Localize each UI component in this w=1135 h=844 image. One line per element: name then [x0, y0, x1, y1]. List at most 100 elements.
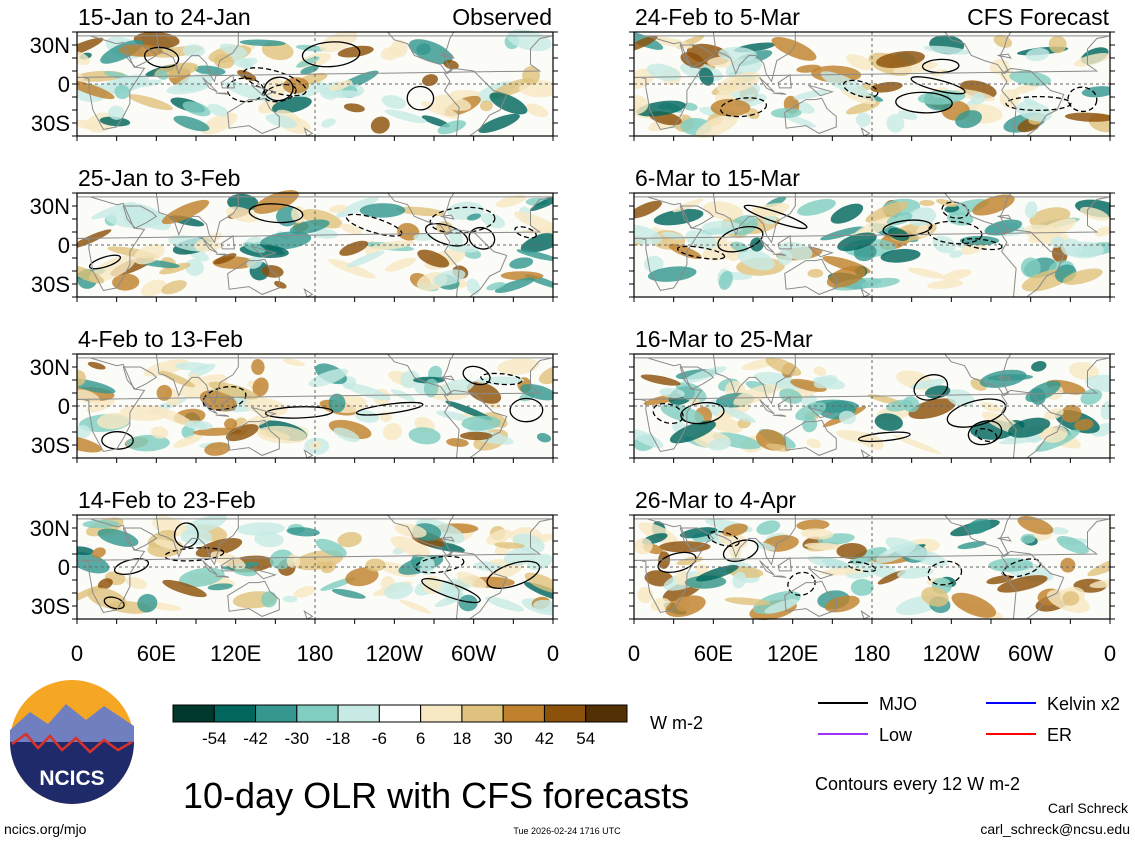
olr-anomaly-blob	[845, 101, 880, 115]
olr-anomaly-blob	[668, 243, 702, 260]
map-panel: 15-Jan to 24-Jan Observed	[72, 4, 558, 141]
mjo-contour	[1002, 558, 1042, 578]
olr-anomaly-blob	[384, 109, 427, 124]
olr-anomaly-blob	[770, 107, 802, 119]
olr-anomaly-blob	[634, 95, 649, 115]
coastline	[227, 97, 280, 134]
mjo-contour	[857, 431, 911, 443]
lon-tick-label: 120W	[366, 641, 424, 666]
olr-anomaly-blob	[967, 518, 992, 534]
olr-anomaly-blob	[291, 206, 306, 224]
olr-anomaly-blob	[254, 532, 284, 548]
olr-anomaly-blob	[213, 253, 237, 265]
panel-period-label: 14-Feb to 23-Feb	[78, 487, 256, 513]
mjo-contour	[967, 420, 1003, 446]
olr-anomaly-blob	[766, 443, 791, 452]
olr-anomaly-blob	[99, 116, 131, 127]
olr-anomaly-blob	[533, 599, 553, 612]
olr-anomaly-blob	[489, 92, 528, 115]
olr-anomaly-blob	[653, 208, 704, 226]
olr-anomaly-blob	[972, 194, 1015, 216]
olr-anomaly-blob	[77, 424, 91, 438]
coastline	[997, 375, 1012, 381]
olr-anomaly-blob	[1049, 527, 1069, 535]
olr-anomaly-blob	[536, 433, 552, 443]
colorbar-swatch	[255, 704, 298, 723]
olr-anomaly-blob	[1041, 425, 1068, 443]
olr-anomaly-blob	[1062, 591, 1080, 606]
olr-anomaly-blob	[755, 542, 776, 551]
olr-anomaly-blob	[865, 201, 909, 223]
coastline	[227, 258, 280, 295]
olr-anomaly-blob	[328, 258, 376, 279]
coastline	[77, 518, 553, 614]
olr-anomaly-blob	[286, 527, 320, 537]
olr-anomaly-blob	[910, 378, 946, 390]
coastline	[860, 609, 871, 620]
olr-anomaly-field	[77, 358, 553, 456]
olr-anomaly-blob	[724, 597, 771, 606]
olr-anomaly-blob	[92, 547, 106, 559]
olr-anomaly-blob	[487, 562, 523, 581]
olr-anomaly-blob	[923, 45, 971, 55]
olr-anomaly-blob	[525, 103, 549, 118]
coastline	[122, 44, 158, 68]
mjo-contour	[927, 220, 983, 245]
mjo-contour	[264, 406, 334, 419]
olr-anomaly-blob	[1048, 35, 1067, 54]
mjo-contour	[424, 223, 469, 247]
lon-tick-label: 120E	[210, 641, 261, 666]
coastline	[122, 366, 158, 390]
olr-anomaly-blob	[708, 438, 731, 451]
olr-anomaly-blob	[236, 522, 285, 536]
coastline	[860, 448, 871, 459]
coastline	[443, 389, 508, 459]
olr-anomaly-blob	[419, 556, 435, 576]
longitude-axis: 0 60E 120E 180 120W 60W 0 0 60E 120E 180 120W 60W 0	[71, 641, 1116, 666]
lat-tick-label: 30N	[30, 355, 70, 380]
colorbar: -54 -42 -30 -18 -6 6 18 30 42 54	[172, 704, 628, 748]
mjo-contour	[263, 83, 297, 103]
mjo-contour	[927, 560, 963, 586]
units-label: W m-2	[650, 713, 703, 733]
olr-anomaly-field	[634, 194, 1110, 292]
olr-anomaly-blob	[984, 219, 1023, 236]
olr-anomaly-blob	[710, 417, 743, 434]
olr-anomaly-field	[77, 190, 553, 297]
olr-anomaly-blob	[331, 588, 366, 599]
olr-anomaly-blob	[296, 81, 325, 98]
olr-anomaly-blob	[87, 361, 106, 370]
olr-anomaly-blob	[86, 398, 116, 413]
coastline	[77, 196, 553, 292]
olr-anomaly-blob	[185, 420, 213, 430]
coastline	[712, 192, 796, 244]
olr-anomaly-blob	[423, 378, 439, 398]
colorbar-tick-label: 42	[535, 729, 554, 748]
olr-anomaly-blob	[1009, 70, 1052, 87]
olr-anomaly-blob	[507, 29, 552, 52]
olr-anomaly-blob	[328, 393, 346, 413]
olr-anomaly-blob	[746, 108, 760, 120]
olr-anomaly-blob	[207, 103, 229, 117]
olr-anomaly-blob	[308, 368, 349, 387]
olr-anomaly-blob	[421, 115, 450, 128]
olr-anomaly-blob	[1024, 201, 1038, 219]
coastline	[997, 214, 1012, 220]
olr-anomaly-blob	[1094, 226, 1110, 237]
olr-anomaly-blob	[480, 213, 505, 229]
lat-tick-label: 0	[58, 555, 70, 580]
mjo-contour	[103, 596, 125, 610]
author-name: Carl Schreck	[1048, 800, 1129, 816]
lon-tick-label: 60W	[1008, 641, 1053, 666]
olr-anomaly-blob	[876, 50, 925, 69]
coastline	[440, 375, 455, 381]
coastline	[443, 228, 508, 298]
olr-anomaly-blob	[77, 119, 101, 130]
olr-anomaly-blob	[328, 204, 348, 213]
mjo-contour	[468, 226, 496, 250]
olr-anomaly-blob	[1060, 557, 1076, 573]
colorbar-tick-label: 30	[494, 729, 513, 748]
mjo-contour	[355, 401, 424, 416]
olr-anomaly-blob	[77, 80, 115, 100]
olr-anomaly-blob	[1089, 579, 1110, 589]
